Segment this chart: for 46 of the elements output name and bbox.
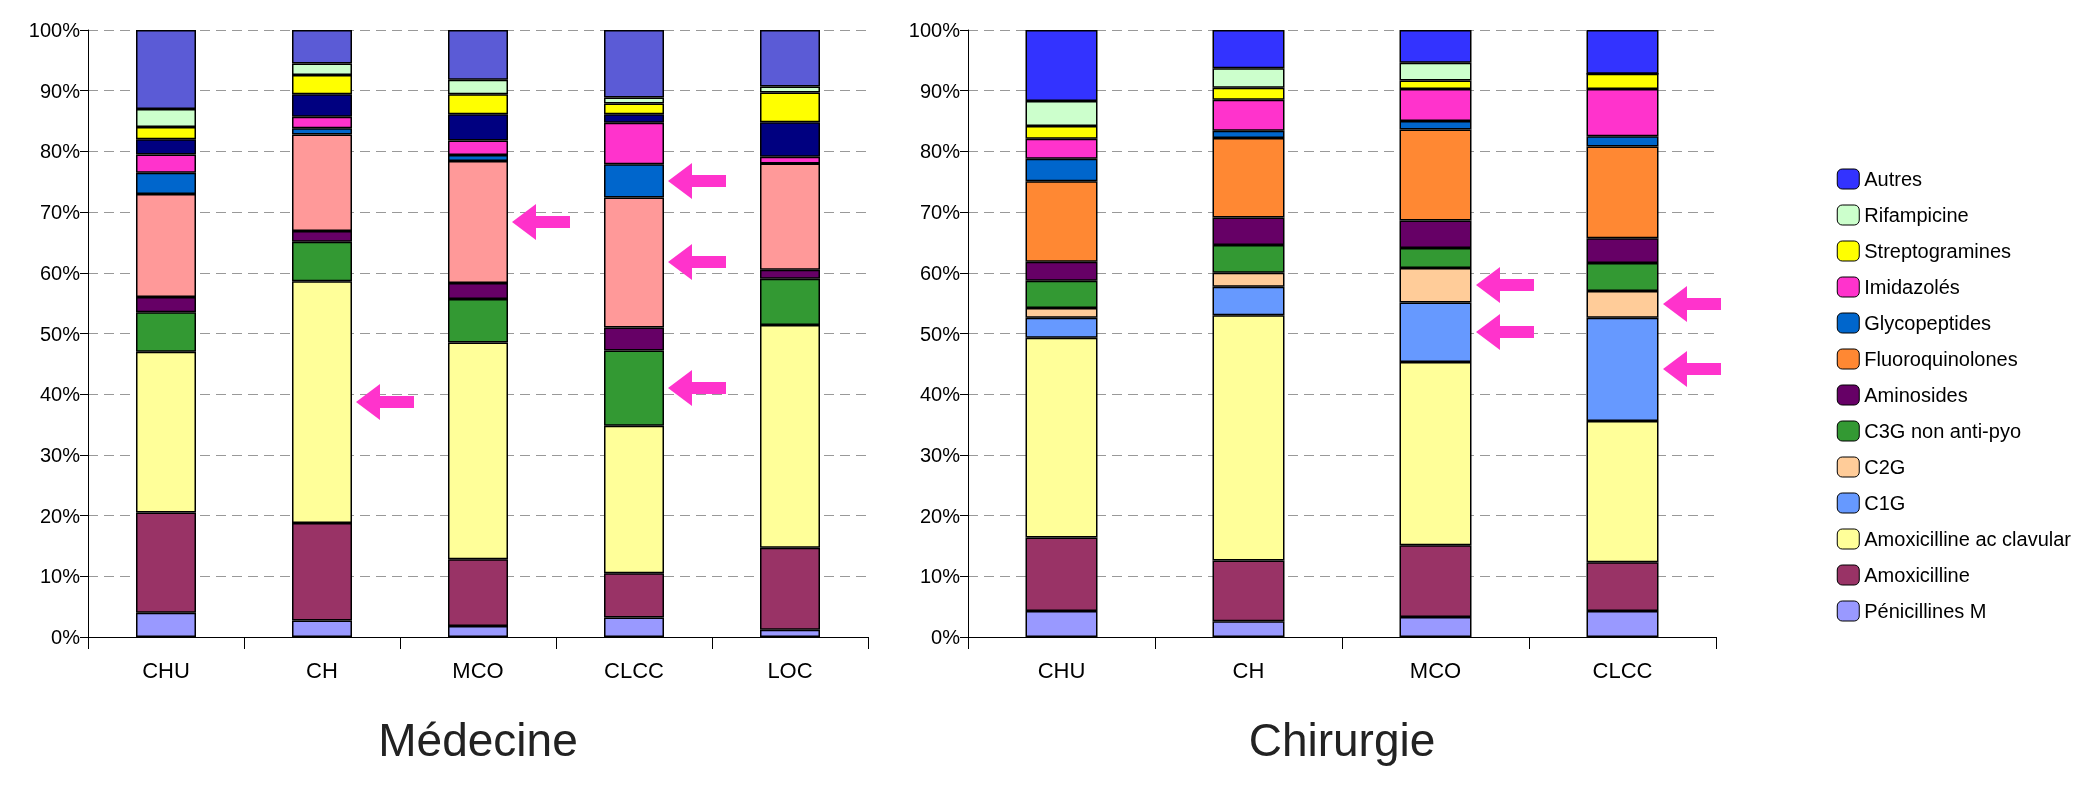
y-tick-label: 70% (919, 201, 961, 224)
legend-label: Imidazolés (1864, 276, 1960, 298)
x-axis-title: Chirurgie (1248, 714, 1436, 766)
y-tick-label: 90% (39, 79, 81, 102)
legend-label: Aminosides (1864, 384, 1968, 406)
x-tick-label: CH (306, 657, 338, 683)
x-tick-label: CHU (1037, 657, 1086, 683)
legend-label: Rifampicine (1864, 204, 1969, 226)
y-tick-label: 10% (39, 565, 81, 588)
x-tick-label: MCO (452, 657, 504, 683)
y-tick-label: 60% (39, 261, 81, 284)
y-tick-label: 100% (908, 19, 961, 41)
legend-label: Amoxicilline (1864, 564, 1970, 586)
legend-label: C1G (1864, 492, 1906, 514)
y-tick-label: 80% (919, 140, 961, 163)
x-axis-title: Médecine (378, 714, 578, 766)
legend-label: Glycopeptides (1864, 312, 1992, 334)
y-tick-label: 50% (919, 322, 961, 345)
legend-label: Autres (1864, 168, 1923, 190)
y-tick-label: 30% (39, 443, 81, 466)
y-tick-label: 10% (919, 565, 961, 588)
y-tick-label: 90% (919, 79, 961, 102)
x-tick-label: CLCC (604, 657, 665, 683)
y-tick-label: 70% (39, 201, 81, 224)
y-tick-label: 40% (919, 383, 961, 406)
x-tick-label: LOC (767, 657, 813, 683)
y-tick-label: 0% (931, 626, 961, 648)
legend-label: Fluoroquinolones (1864, 348, 2018, 370)
legend-label: Streptogramines (1864, 240, 2012, 262)
legend-label: Amoxicilline ac clavular (1864, 528, 2072, 550)
x-tick-label: CH (1232, 657, 1265, 683)
y-tick-label: 20% (919, 504, 961, 527)
legend-label: C2G (1864, 456, 1906, 478)
x-tick-label: MCO (1409, 657, 1462, 683)
legend-label: C3G non anti-pyo (1864, 420, 2022, 442)
y-tick-label: 100% (28, 19, 81, 41)
y-tick-label: 60% (919, 261, 961, 284)
x-tick-label: CLCC (1592, 657, 1653, 683)
y-tick-label: 20% (39, 504, 81, 527)
x-tick-label: CHU (142, 657, 190, 683)
legend-label: Pénicillines M (1864, 600, 1987, 622)
y-tick-label: 0% (51, 626, 81, 648)
y-tick-label: 50% (39, 322, 81, 345)
y-tick-label: 80% (39, 140, 81, 163)
y-tick-label: 40% (39, 383, 81, 406)
y-tick-label: 30% (919, 443, 961, 466)
